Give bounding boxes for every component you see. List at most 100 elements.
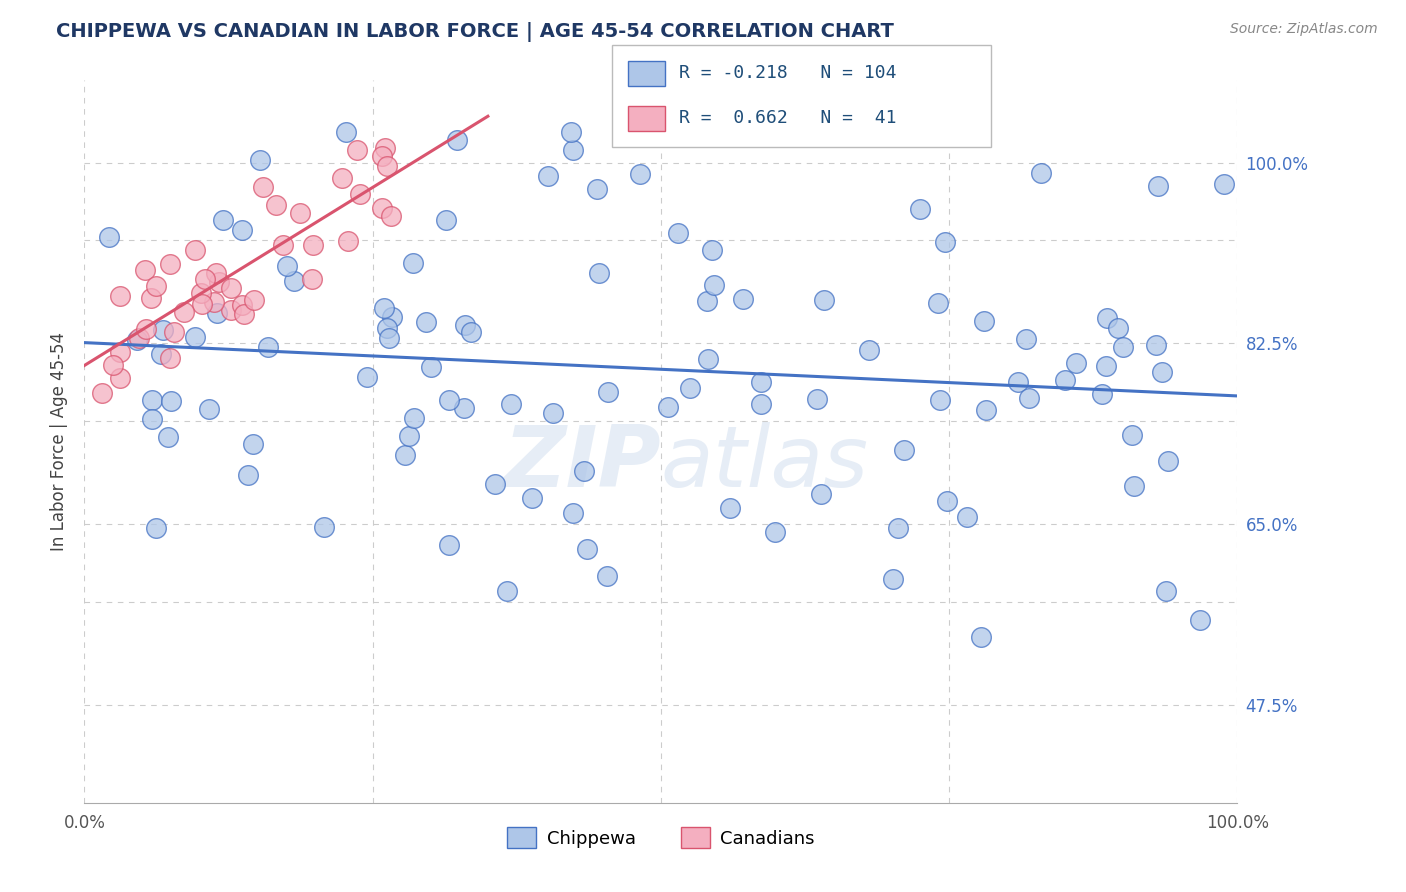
Point [184, 243, 207, 257]
Point [301, 272, 323, 286]
Point [356, 370, 378, 384]
Point [156, 430, 179, 444]
Point [813, 293, 835, 307]
Point [415, 315, 437, 329]
Point [763, 524, 786, 539]
Point [208, 275, 231, 289]
Point [160, 394, 183, 409]
Point [806, 392, 828, 406]
Point [378, 330, 401, 344]
Point [375, 320, 398, 334]
Point [956, 510, 979, 524]
Point [1123, 479, 1146, 493]
Point [454, 318, 477, 333]
Point [679, 381, 702, 395]
Point [243, 293, 266, 307]
Point [381, 310, 404, 325]
Point [98, 229, 121, 244]
Point [149, 347, 172, 361]
Point [110, 345, 132, 359]
Point [858, 343, 880, 358]
Point [499, 396, 522, 410]
Point [561, 143, 583, 157]
Point [249, 153, 271, 168]
Point [90, 386, 112, 401]
Point [598, 384, 620, 399]
Point [1144, 338, 1167, 352]
Text: atlas: atlas [661, 422, 869, 505]
Point [330, 170, 353, 185]
Point [1107, 320, 1129, 334]
Point [231, 223, 253, 237]
Point [252, 180, 274, 194]
Point [1121, 428, 1143, 442]
Point [893, 442, 915, 457]
Point [460, 325, 482, 339]
Point [572, 465, 595, 479]
Point [173, 305, 195, 319]
Point [233, 307, 256, 321]
Point [576, 541, 599, 556]
Text: R =  0.662   N =  41: R = 0.662 N = 41 [679, 110, 897, 128]
Point [219, 303, 242, 318]
Point [374, 141, 396, 155]
Point [562, 506, 585, 520]
Point [276, 259, 298, 273]
Point [380, 210, 402, 224]
Text: CHIPPEWA VS CANADIAN IN LABOR FORCE | AGE 45-54 CORRELATION CHART: CHIPPEWA VS CANADIAN IN LABOR FORCE | AG… [56, 22, 894, 42]
Point [702, 243, 724, 257]
Point [970, 630, 993, 644]
Point [211, 213, 233, 227]
Point [908, 202, 931, 216]
Point [1094, 359, 1116, 373]
Point [402, 256, 425, 270]
Point [751, 375, 773, 389]
Point [375, 159, 398, 173]
Point [936, 494, 959, 508]
Point [446, 133, 468, 147]
Point [1018, 391, 1040, 405]
Y-axis label: In Labor Force | Age 45-54: In Labor Force | Age 45-54 [49, 332, 67, 551]
Point [973, 313, 995, 327]
Point [370, 149, 392, 163]
Point [141, 412, 163, 426]
Point [733, 293, 755, 307]
Point [193, 271, 215, 285]
Point [484, 477, 506, 491]
Point [974, 402, 997, 417]
Point [190, 285, 212, 300]
Point [703, 277, 725, 292]
Point [749, 397, 772, 411]
Point [887, 521, 910, 535]
Point [336, 234, 359, 248]
Point [125, 333, 148, 347]
Point [373, 301, 395, 316]
Point [242, 436, 264, 450]
Point [145, 279, 167, 293]
Point [1213, 177, 1236, 191]
Point [335, 125, 357, 139]
Point [128, 331, 150, 345]
Point [541, 406, 564, 420]
Point [520, 491, 543, 505]
Point [101, 358, 124, 372]
Point [1157, 454, 1180, 468]
Point [394, 449, 416, 463]
Point [183, 330, 205, 344]
Point [1064, 356, 1087, 370]
Point [288, 206, 311, 220]
Point [219, 281, 242, 295]
Point [145, 521, 167, 535]
Point [628, 167, 651, 181]
Point [1146, 178, 1168, 193]
Point [141, 392, 163, 407]
Point [666, 226, 689, 240]
Point [1053, 373, 1076, 387]
Point [314, 520, 336, 534]
Point [141, 291, 163, 305]
Point [264, 198, 287, 212]
Point [301, 238, 323, 252]
Point [927, 296, 949, 310]
Point [1154, 584, 1177, 599]
Point [718, 500, 741, 515]
